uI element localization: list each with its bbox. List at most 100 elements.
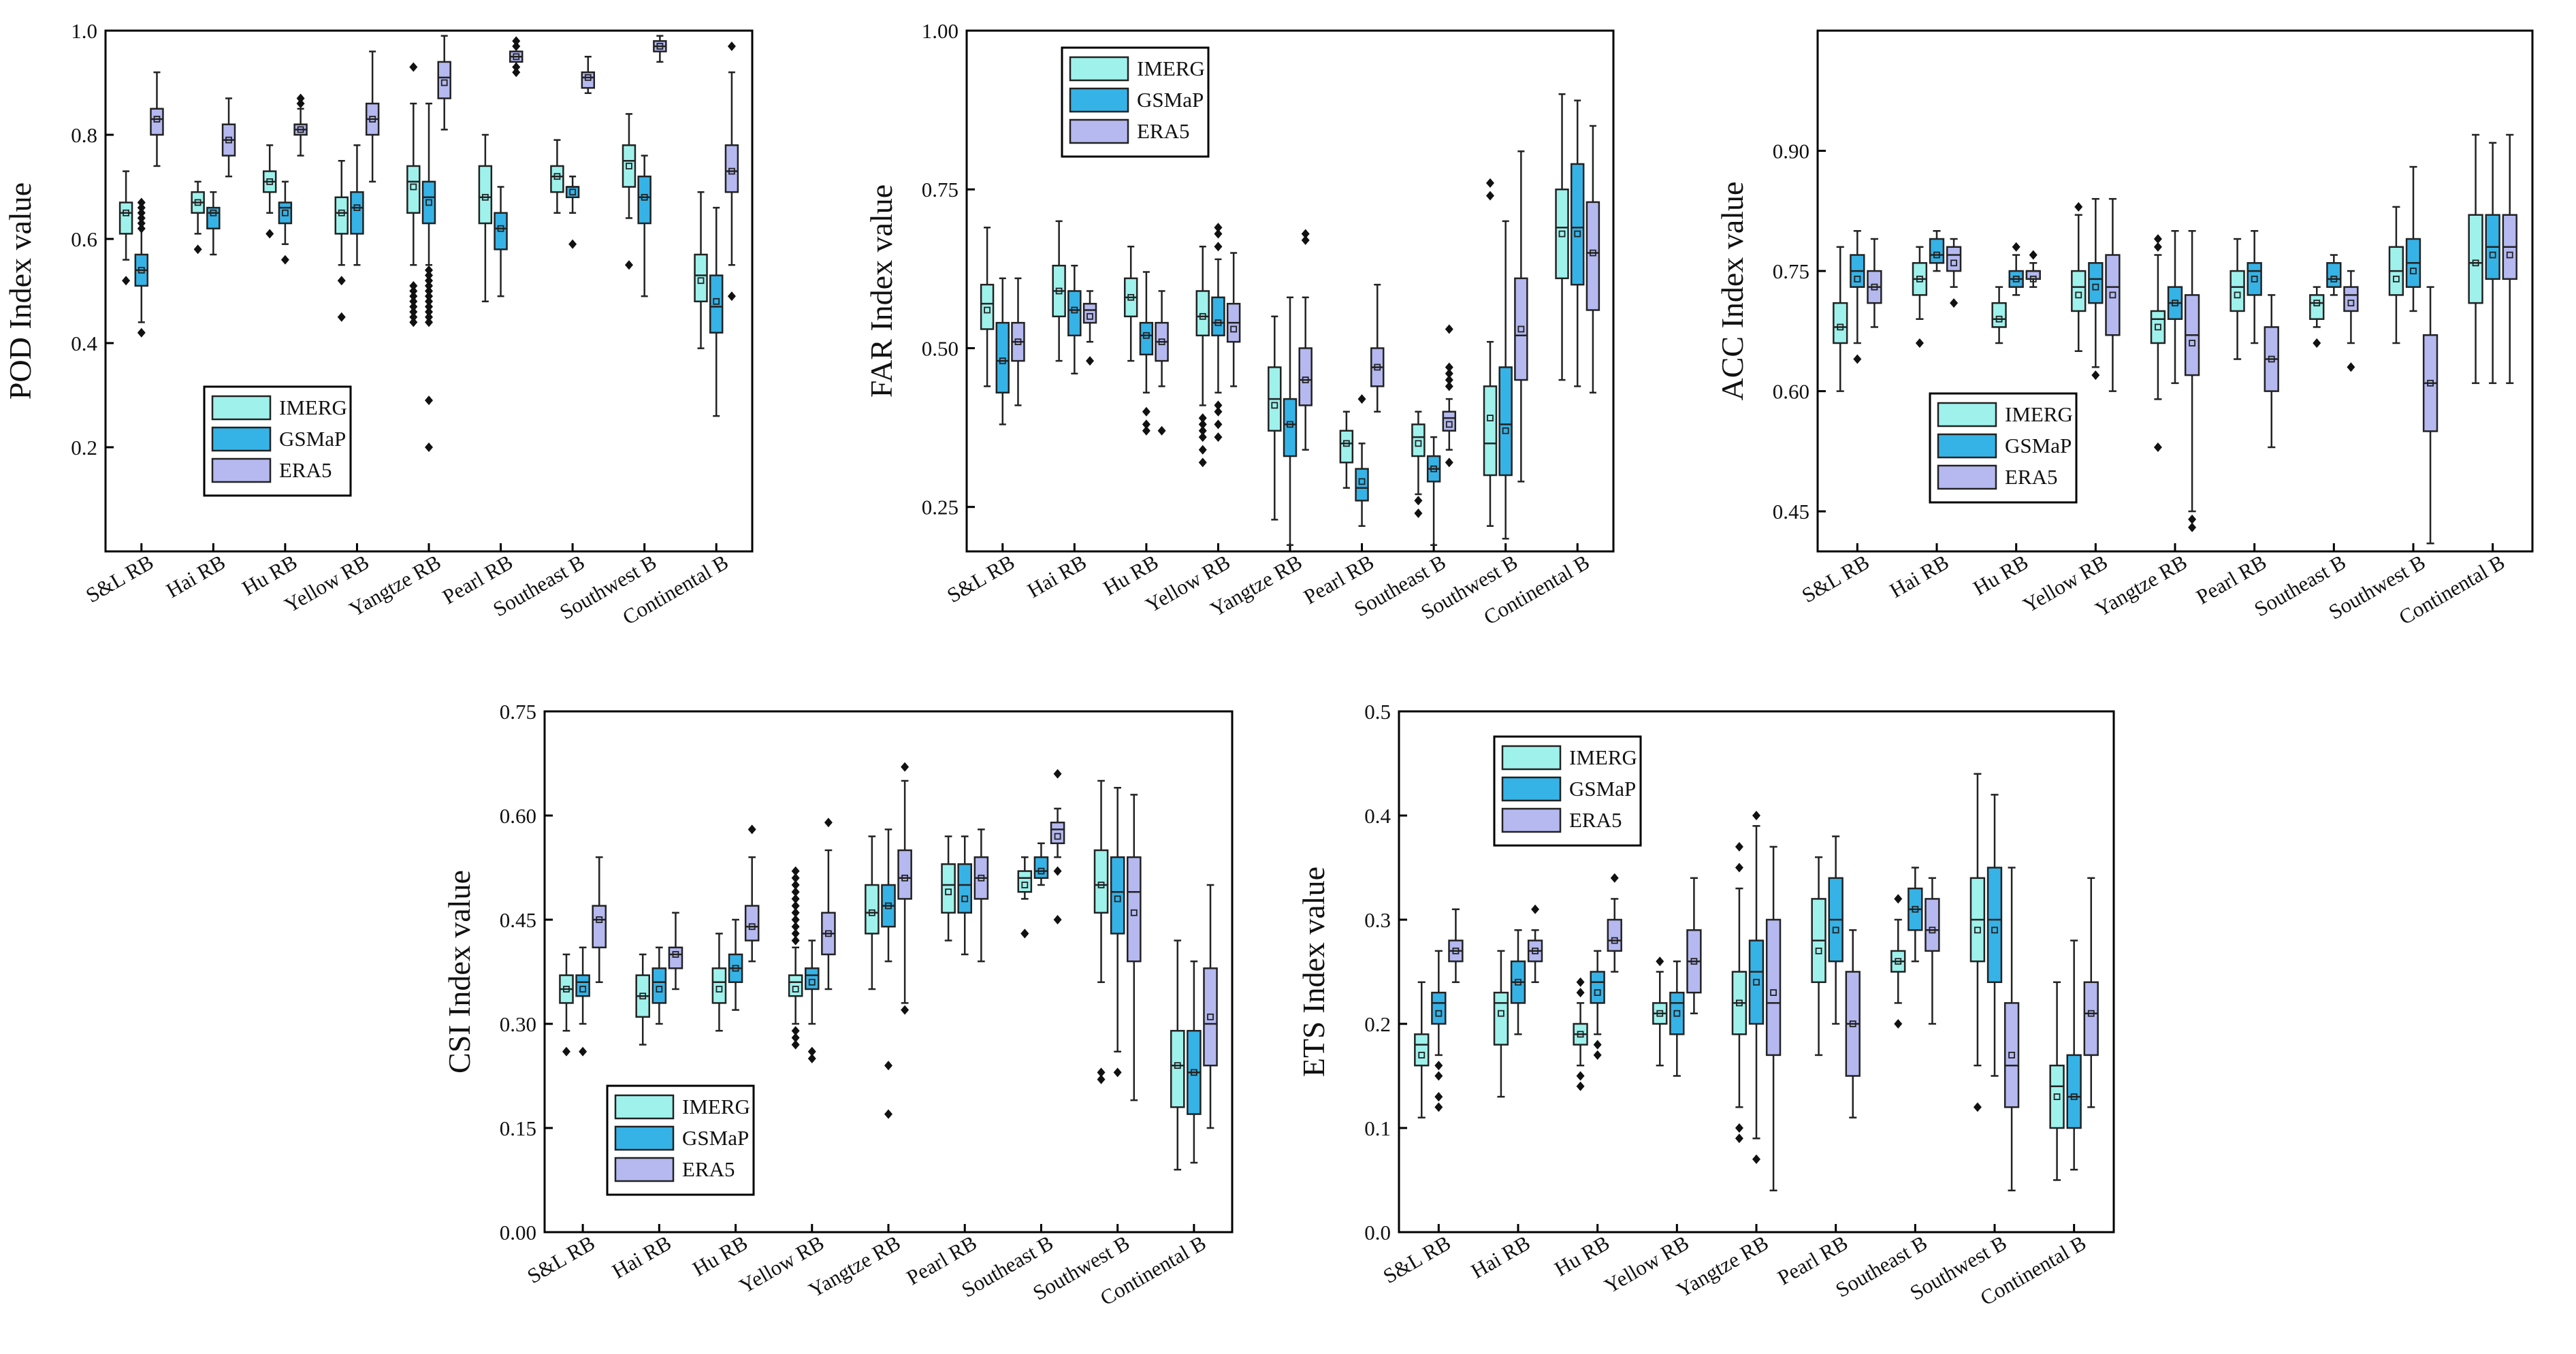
csi-box-gsmap: [728, 918, 743, 1011]
mean-marker: [2012, 275, 2020, 283]
ets-y-axis-label: ETS Index value: [1296, 867, 1331, 1077]
outlier-point: [2188, 514, 2197, 524]
acc-box-gsmap: [1850, 229, 1865, 364]
box-iqr: [804, 967, 820, 990]
mean-marker: [353, 204, 361, 212]
ets-xtick-label: Hu RB: [1550, 1231, 1613, 1281]
mean-marker: [440, 79, 448, 86]
outlier-point: [727, 41, 736, 51]
outlier-point: [791, 922, 800, 932]
outlier-point: [337, 276, 346, 286]
mean-marker: [1342, 440, 1350, 447]
outlier-point: [2012, 242, 2020, 252]
legend-swatch-era5: [1069, 118, 1129, 144]
outlier-point: [791, 1039, 800, 1050]
box-iqr: [1110, 856, 1125, 935]
outlier-point: [727, 291, 736, 302]
pod-y-axis-label: POD Index value: [3, 182, 37, 400]
outlier-point: [2074, 202, 2083, 212]
outlier-point: [562, 1046, 570, 1057]
outlier-point: [1214, 432, 1223, 442]
far-y-axis-label: FAR Index value: [864, 184, 899, 398]
mean-marker: [1515, 978, 1522, 986]
mean-marker: [1287, 421, 1293, 428]
mean-marker: [569, 189, 577, 196]
box-iqr: [1514, 277, 1528, 381]
outlier-point: [1445, 362, 1453, 372]
ets-box-era5: [1925, 877, 1940, 1025]
outlier-point: [1445, 368, 1453, 378]
mean-marker: [1021, 882, 1029, 888]
ets-box-gsmap: [1431, 950, 1447, 1112]
box-iqr: [2105, 254, 2121, 336]
legend-swatch-gsmap: [1937, 433, 1997, 459]
outlier-point: [425, 307, 433, 317]
mean-marker: [563, 986, 570, 993]
outlier-point: [1576, 1081, 1585, 1091]
mean-marker: [1933, 251, 1940, 259]
mean-marker: [2489, 251, 2496, 259]
pod-box-imerg: [262, 144, 277, 239]
outlier-point: [1020, 929, 1029, 939]
outlier-point: [512, 62, 521, 72]
outlier-point: [1214, 242, 1223, 252]
mean-marker: [639, 993, 647, 1000]
acc-y-axis-label: ACC Index value: [1715, 182, 1750, 401]
mean-marker: [1854, 275, 1861, 283]
outlier-point: [1735, 1123, 1743, 1133]
outlier-point: [122, 276, 131, 286]
mean-marker: [1574, 230, 1581, 238]
csi-xtick-label: Hai RB: [608, 1231, 675, 1283]
outlier-point: [791, 866, 800, 876]
far-box-gsmap: [1355, 394, 1369, 527]
csi-box-era5: [973, 828, 989, 963]
mean-marker: [1430, 465, 1438, 472]
pod-box-imerg: [478, 133, 493, 303]
pod-box-era5: [150, 71, 164, 167]
outlier-point: [824, 818, 833, 828]
far-box-era5: [1298, 229, 1313, 451]
mean-marker: [2172, 300, 2178, 307]
mean-marker: [1190, 1069, 1197, 1076]
outlier-point: [409, 286, 418, 296]
mean-marker: [1832, 926, 1839, 934]
outlier-point: [1445, 375, 1453, 385]
ets-xtick-label: Hai RB: [1467, 1231, 1534, 1283]
csi-ytick-label: 0.75: [500, 700, 536, 724]
mean-marker: [1071, 306, 1078, 314]
mean-marker: [1271, 402, 1278, 409]
ets-box-imerg: [1652, 956, 1668, 1067]
outlier-point: [1434, 1092, 1443, 1102]
mean-marker: [1991, 926, 1998, 934]
legend-label-era5: ERA5: [1137, 119, 1190, 143]
csi-box-era5: [821, 818, 836, 990]
pod-box-imerg: [694, 191, 708, 349]
outlier-point: [1853, 354, 1862, 364]
outlier-point: [1950, 298, 1959, 308]
pod-box-era5: [724, 41, 739, 302]
mean-marker: [1736, 999, 1743, 1007]
legend-swatch-imerg: [211, 395, 272, 421]
box-iqr: [668, 946, 683, 969]
mean-marker: [1452, 948, 1460, 954]
outlier-point: [1434, 1102, 1443, 1112]
pod-box-era5: [437, 35, 451, 131]
outlier-point: [425, 442, 433, 452]
mean-marker: [808, 978, 816, 986]
outlier-point: [791, 1033, 800, 1043]
mean-marker: [2330, 275, 2338, 283]
csi-box-era5: [1127, 794, 1142, 1101]
csi-ytick-label: 0.60: [500, 804, 536, 828]
legend-label-era5: ERA5: [682, 1157, 735, 1181]
mean-marker: [2268, 355, 2275, 363]
outlier-point: [901, 762, 909, 772]
outlier-point: [1053, 915, 1062, 924]
ets-box-era5: [1686, 877, 1702, 1014]
mean-marker: [369, 116, 376, 123]
outlier-point: [1445, 324, 1453, 334]
ets-ytick-label: 0.5: [1364, 700, 1391, 724]
acc-xtick-label: S&L RB: [1798, 550, 1873, 607]
legend-label-imerg: IMERG: [682, 1095, 750, 1118]
mean-marker: [1415, 440, 1422, 447]
